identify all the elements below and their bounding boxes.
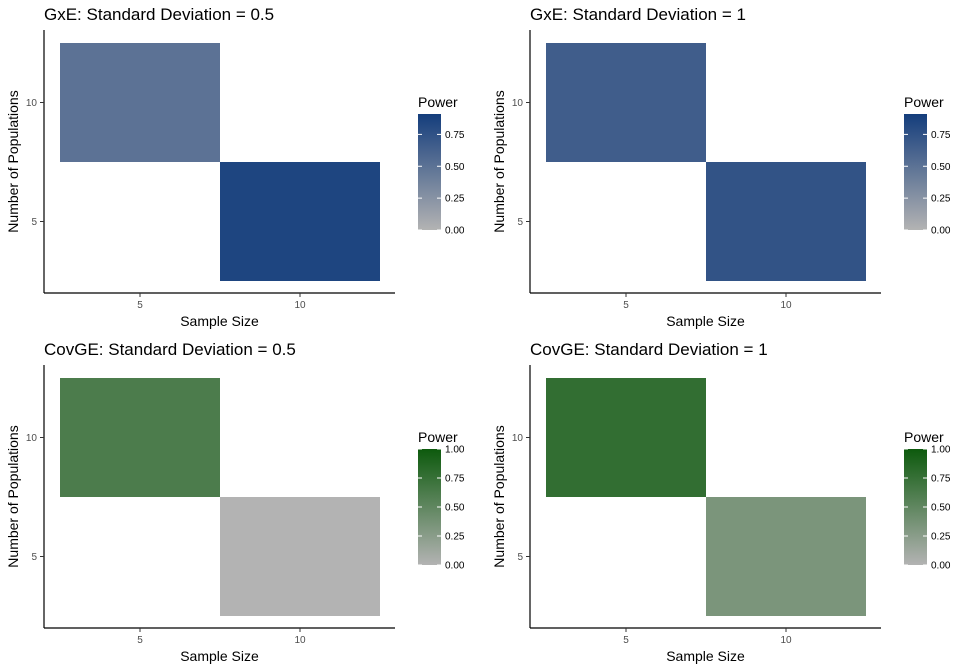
x-tick-label: 10 xyxy=(294,300,306,311)
legend-tick-label: 0.00 xyxy=(445,561,465,572)
legend-colorbar xyxy=(904,114,927,230)
legend-title: Power xyxy=(418,94,458,110)
legend-colorbar xyxy=(418,114,441,230)
legend-tick-label: 0.50 xyxy=(445,503,465,514)
x-axis-title: Sample Size xyxy=(180,648,259,664)
y-tick-label: 5 xyxy=(31,552,37,563)
x-tick-label: 5 xyxy=(137,300,143,311)
y-tick-label: 10 xyxy=(26,98,38,109)
legend-tick-label: 0.75 xyxy=(931,130,951,141)
legend-colorbar xyxy=(904,449,927,565)
legend-tick-label: 0.50 xyxy=(931,503,951,514)
legend-tick-label: 0.75 xyxy=(931,474,951,485)
y-axis-title: Number of Populations xyxy=(5,90,21,232)
legend-tick-label: 0.75 xyxy=(445,130,465,141)
legend-tick-label: 0.25 xyxy=(931,194,951,205)
y-axis-title: Number of Populations xyxy=(491,90,507,232)
chart-panel: GxE: Standard Deviation = 15 10510Sample … xyxy=(491,5,951,329)
chart-panel: CovGE: Standard Deviation = 15 10510Sampl… xyxy=(491,340,951,664)
heatmap-cell xyxy=(706,162,866,281)
heatmap-cell xyxy=(60,43,220,162)
legend-title: Power xyxy=(418,429,458,445)
x-axis-title: Sample Size xyxy=(666,648,745,664)
legend-tick-label: 1.00 xyxy=(931,445,951,456)
heatmap-cell xyxy=(546,378,706,497)
x-tick-label: 5 xyxy=(623,635,629,646)
heatmap-cell xyxy=(706,497,866,616)
chart-panel: GxE: Standard Deviation = 0.5 5 10 5 10 Sampl… xyxy=(5,5,465,329)
y-tick-label: 5 xyxy=(31,217,37,228)
legend-tick-label: 0.00 xyxy=(931,226,951,237)
legend-tick-label: 0.50 xyxy=(445,162,465,173)
x-tick-label: 5 xyxy=(137,635,143,646)
legend-tick-label: 0.25 xyxy=(445,194,465,205)
chart-panel: CovGE: Standard Deviation = 0.5 5 10 5 10 Sam… xyxy=(5,340,465,664)
legend-tick-label: 0.00 xyxy=(931,561,951,572)
x-tick-label: 10 xyxy=(294,635,306,646)
y-axis-title: Number of Populations xyxy=(5,425,21,567)
y-tick-label: 5 xyxy=(517,552,523,563)
x-axis-title: Sample Size xyxy=(666,313,745,329)
heatmap-cell xyxy=(546,43,706,162)
legend-title: Power xyxy=(904,429,944,445)
x-axis-title: Sample Size xyxy=(180,313,259,329)
legend-tick-label: 0.00 xyxy=(445,226,465,237)
chart-title: CovGE: Standard Deviation = 0.5 xyxy=(44,340,296,359)
chart-title: GxE: Standard Deviation = 1 xyxy=(530,5,746,24)
y-tick-label: 10 xyxy=(26,433,38,444)
legend-tick-label: 0.50 xyxy=(931,162,951,173)
legend-tick-label: 1.00 xyxy=(445,445,465,456)
y-tick-label: 10 xyxy=(512,433,524,444)
chart-title: CovGE: Standard Deviation = 1 xyxy=(530,340,768,359)
x-tick-label: 10 xyxy=(780,300,792,311)
y-tick-label: 5 xyxy=(517,217,523,228)
legend-colorbar xyxy=(418,449,441,565)
y-axis-title: Number of Populations xyxy=(491,425,507,567)
heatmap-cell xyxy=(60,378,220,497)
legend-tick-label: 0.25 xyxy=(445,532,465,543)
legend-tick-label: 0.25 xyxy=(931,532,951,543)
y-tick-label: 10 xyxy=(512,98,524,109)
legend-tick-label: 0.75 xyxy=(445,474,465,485)
chart-title: GxE: Standard Deviation = 0.5 xyxy=(44,5,274,24)
heatmap-cell xyxy=(220,497,380,616)
x-tick-label: 10 xyxy=(780,635,792,646)
heatmap-cell xyxy=(220,162,380,281)
x-tick-label: 5 xyxy=(623,300,629,311)
legend-title: Power xyxy=(904,94,944,110)
